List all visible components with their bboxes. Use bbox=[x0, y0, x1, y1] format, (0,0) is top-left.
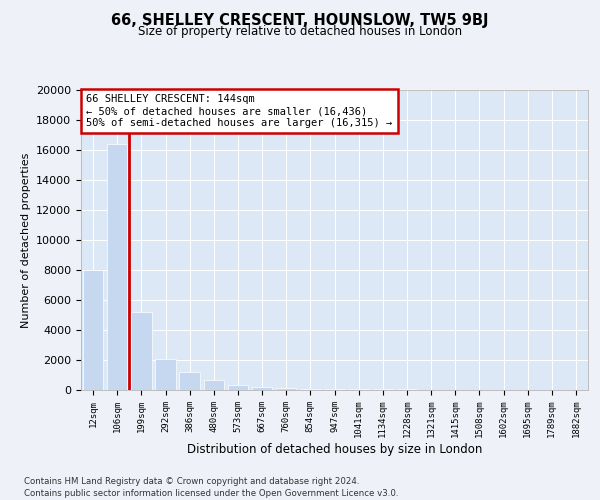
Bar bbox=[155, 358, 176, 390]
Text: 66, SHELLEY CRESCENT, HOUNSLOW, TW5 9BJ: 66, SHELLEY CRESCENT, HOUNSLOW, TW5 9BJ bbox=[111, 12, 489, 28]
X-axis label: Distribution of detached houses by size in London: Distribution of detached houses by size … bbox=[187, 443, 482, 456]
Bar bbox=[349, 389, 369, 390]
Text: Contains HM Land Registry data © Crown copyright and database right 2024.: Contains HM Land Registry data © Crown c… bbox=[24, 478, 359, 486]
Text: Size of property relative to detached houses in London: Size of property relative to detached ho… bbox=[138, 25, 462, 38]
Bar bbox=[107, 144, 127, 390]
Bar bbox=[324, 389, 345, 390]
Bar bbox=[300, 388, 320, 390]
Y-axis label: Number of detached properties: Number of detached properties bbox=[20, 152, 31, 328]
Bar bbox=[227, 385, 248, 390]
Bar bbox=[203, 380, 224, 390]
Text: Contains public sector information licensed under the Open Government Licence v3: Contains public sector information licen… bbox=[24, 489, 398, 498]
Bar bbox=[83, 270, 103, 390]
Bar bbox=[252, 387, 272, 390]
Bar bbox=[179, 372, 200, 390]
Bar bbox=[276, 388, 296, 390]
Bar bbox=[131, 312, 152, 390]
Text: 66 SHELLEY CRESCENT: 144sqm
← 50% of detached houses are smaller (16,436)
50% of: 66 SHELLEY CRESCENT: 144sqm ← 50% of det… bbox=[86, 94, 392, 128]
